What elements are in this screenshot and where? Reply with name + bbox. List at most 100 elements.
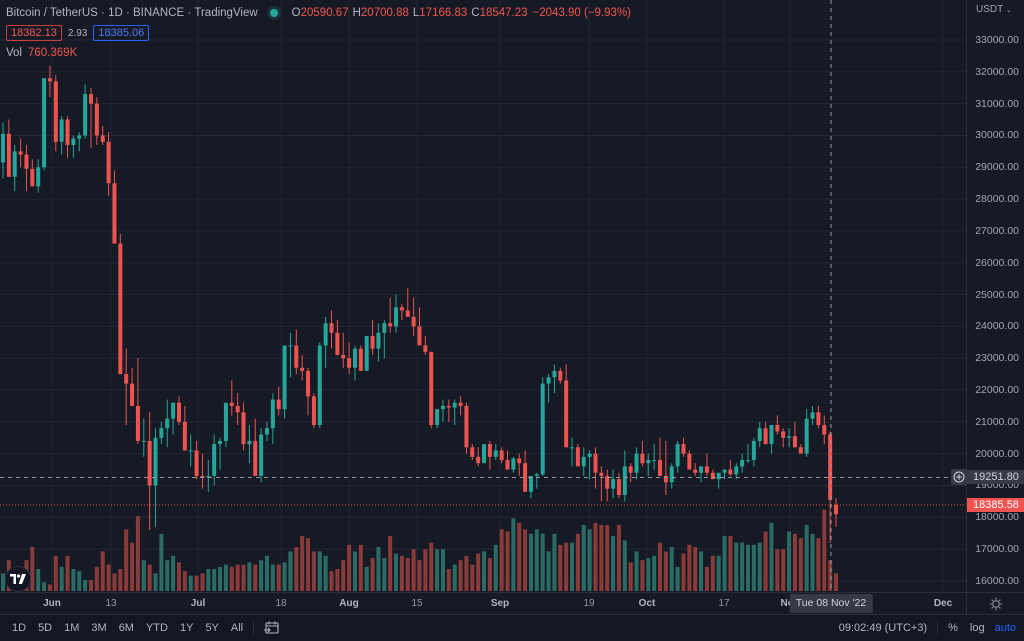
candle-body [822, 425, 827, 435]
candle-body [792, 436, 797, 448]
candle-body [634, 453, 639, 473]
price-scale[interactable]: USDT ⌄ 33000.00 32000.00 31000.00 30000.00 2… [966, 0, 1024, 592]
volume-bar [746, 544, 751, 591]
volume-bar [88, 580, 93, 591]
volume-bar [171, 555, 176, 591]
candle-body [112, 183, 117, 244]
volume-bar [405, 558, 410, 591]
candle-body [816, 412, 821, 426]
volume-label[interactable]: Vol [6, 47, 22, 59]
candle-body [229, 402, 234, 406]
range-button-3m[interactable]: 3M [91, 622, 107, 634]
divider [937, 620, 939, 636]
candle-body [47, 78, 52, 82]
volume-bar [446, 569, 451, 591]
tradingview-logo-icon[interactable] [5, 566, 31, 592]
candle-body [171, 402, 176, 419]
goto-date-icon[interactable] [264, 621, 280, 635]
volume-bar [306, 538, 311, 591]
volume-bar [464, 555, 469, 591]
volume-bar [458, 560, 463, 591]
candle-body [100, 135, 105, 142]
volume-bar [804, 525, 809, 591]
candle-body [218, 440, 223, 445]
range-button-all[interactable]: All [230, 622, 244, 634]
volume-bar [658, 542, 663, 591]
range-button-5y[interactable]: 5Y [205, 622, 219, 634]
volume-bar [147, 564, 152, 591]
range-button-1d[interactable]: 1D [12, 622, 27, 634]
price-tick: 22000.00 [975, 384, 1019, 397]
percent-scale-toggle[interactable]: % [948, 622, 958, 634]
volume-bar [511, 518, 516, 591]
volume-bar [176, 562, 181, 591]
volume-bar [276, 564, 281, 591]
volume-bar [546, 551, 551, 591]
buy-price-button[interactable]: 18385.06 [93, 25, 150, 41]
clock-timezone[interactable]: 09:02:49 (UTC+3) [838, 622, 928, 634]
sell-price-button[interactable]: 18382.13 [6, 25, 62, 41]
volume-bar [100, 551, 105, 591]
range-button-1y[interactable]: 1Y [179, 622, 194, 634]
candle-body [828, 434, 833, 500]
candle-body [523, 463, 528, 492]
candle-body [135, 405, 140, 441]
volume-bar [241, 564, 246, 591]
chart-settings-button[interactable] [966, 592, 1024, 615]
candle-body [235, 405, 240, 413]
candlestick-chart[interactable] [0, 0, 966, 592]
volume-bar [188, 575, 193, 591]
volume-bar [311, 551, 316, 591]
volume-bar [411, 549, 416, 591]
chart-pane[interactable]: Bitcoin / TetherUS · 1D · BINANCE · Trad… [0, 0, 966, 592]
price-tick: 29000.00 [975, 161, 1019, 174]
symbol-row: Bitcoin / TetherUS · 1D · BINANCE · Trad… [6, 7, 631, 19]
volume-bar [77, 571, 82, 591]
time-tick: 17 [718, 598, 730, 609]
volume-bar [587, 529, 592, 591]
volume-bar [259, 560, 264, 591]
range-button-ytd[interactable]: YTD [145, 622, 168, 634]
candle-body [405, 310, 410, 317]
volume-bar [687, 544, 692, 591]
volume-bar [699, 551, 704, 591]
volume-bar [552, 533, 557, 591]
range-button-6m[interactable]: 6M [118, 622, 134, 634]
volume-bar [394, 553, 399, 591]
candle-body [628, 466, 633, 473]
candle-body [42, 78, 47, 168]
volume-bar [734, 542, 739, 591]
volume-bar [323, 555, 328, 591]
volume-bar [828, 560, 833, 591]
volume-bar [341, 560, 346, 591]
candle-body [417, 326, 422, 346]
time-tick: 15 [411, 598, 423, 609]
volume-bar [223, 564, 228, 591]
volume-bar [382, 558, 387, 591]
log-scale-toggle[interactable]: log [969, 622, 985, 634]
volume-legend: Vol 760.369K [6, 44, 631, 62]
change-value: −2043.90 (−9.93%) [532, 7, 631, 19]
time-tick: 18 [275, 598, 287, 609]
candle-body [710, 472, 715, 480]
candle-body [147, 440, 152, 486]
chevron-down-icon: ⌄ [1005, 7, 1012, 14]
candle-body [675, 444, 680, 467]
volume-bar [106, 564, 111, 591]
price-tick: 21000.00 [975, 415, 1019, 428]
add-alert-plus-icon[interactable] [951, 469, 967, 486]
candle-body [558, 370, 563, 381]
time-axis[interactable]: Jun13Jul18Aug15Sep19Oct17NovDec Tue 08 N… [0, 592, 966, 615]
candle-body [669, 466, 674, 483]
range-button-1m[interactable]: 1M [64, 622, 80, 634]
interval[interactable]: 1D [108, 7, 123, 19]
auto-scale-toggle[interactable]: auto [994, 622, 1016, 634]
candle-body [300, 367, 305, 371]
range-button-5d[interactable]: 5D [38, 622, 53, 634]
price-tick: 30000.00 [975, 129, 1019, 142]
currency-selector[interactable]: USDT ⌄ [976, 4, 1012, 15]
symbol-name[interactable]: Bitcoin / TetherUS [6, 7, 98, 19]
volume-bar [775, 549, 780, 591]
volume-bar [605, 525, 610, 591]
volume-bar [769, 522, 774, 591]
